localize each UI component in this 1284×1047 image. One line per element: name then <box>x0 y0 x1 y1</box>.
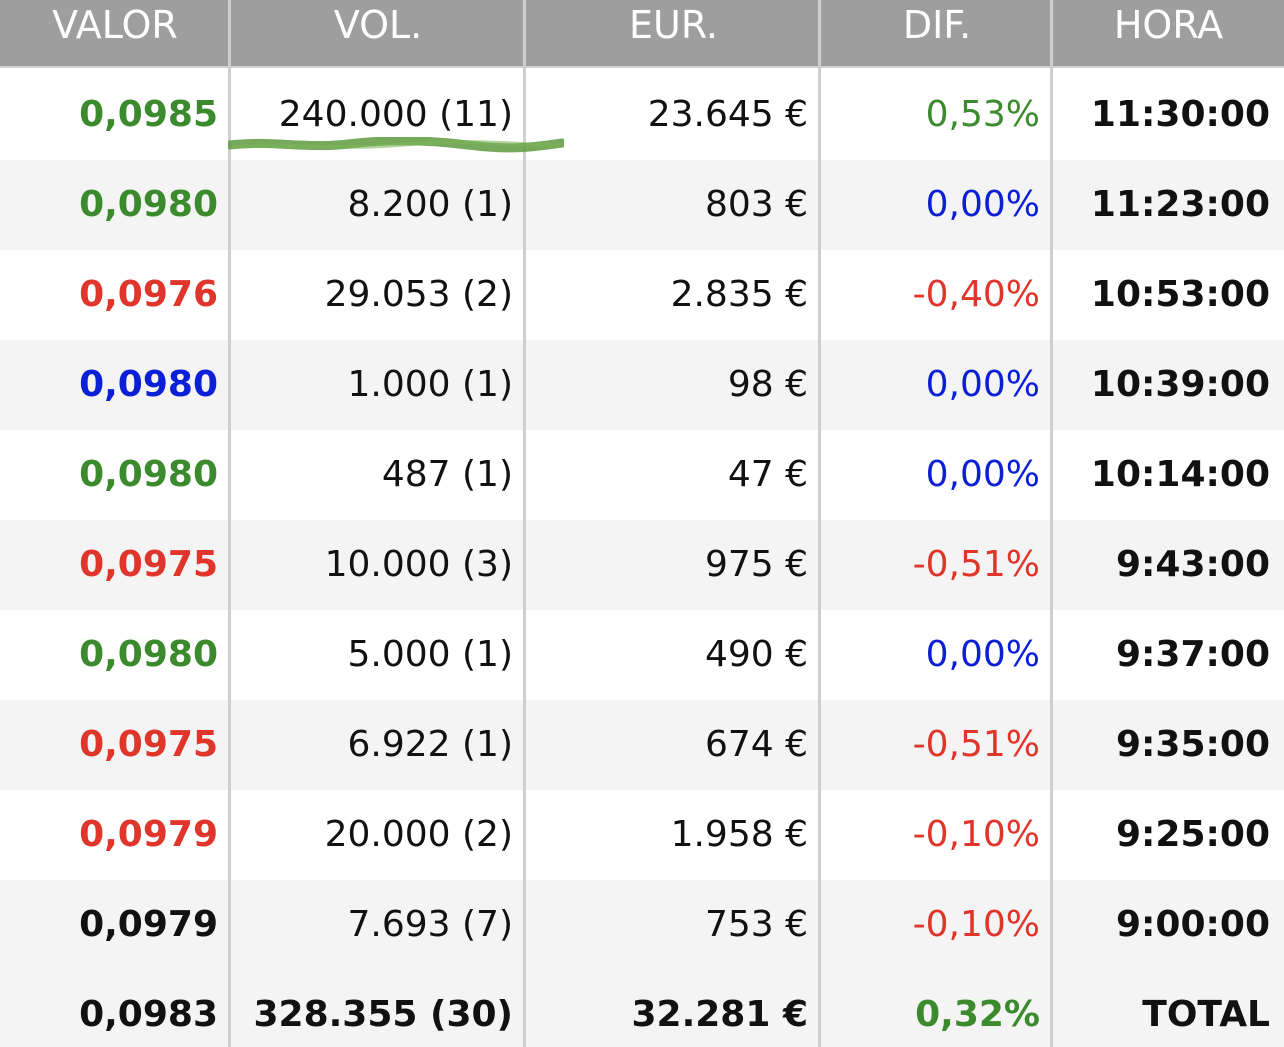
cell-valor: 0,0976 <box>79 274 218 315</box>
cell-hora: 9:00:00 <box>1115 904 1270 945</box>
total-vol: 328.355 (30) <box>253 994 513 1035</box>
cell-valor: 0,0975 <box>79 544 218 585</box>
table-row[interactable]: 0,0980 8.200 (1) 803 € 0,00% 11:23:00 <box>0 160 1284 250</box>
cell-dif: 0,53% <box>925 94 1040 135</box>
cell-hora: 9:37:00 <box>1115 634 1270 675</box>
total-dif: 0,32% <box>915 994 1040 1035</box>
cell-valor: 0,0980 <box>79 184 218 225</box>
green-marker-underline <box>228 137 564 153</box>
cell-eur: 490 € <box>704 634 808 675</box>
cell-vol: 20.000 (2) <box>324 814 513 855</box>
cell-eur: 98 € <box>727 364 808 405</box>
cell-vol: 6.922 (1) <box>347 724 514 765</box>
header-valor[interactable]: VALOR <box>52 3 178 47</box>
table-row[interactable]: 0,0985 240.000 (11) 23.645 € 0,53% 11:30:00 <box>0 70 1284 160</box>
table-row[interactable]: 0,0976 29.053 (2) 2.835 € -0,40% 10:53:00 <box>0 250 1284 340</box>
cell-dif: -0,51% <box>912 724 1040 765</box>
table-row[interactable]: 0,0975 10.000 (3) 975 € -0,51% 9:43:00 <box>0 520 1284 610</box>
cell-hora: 9:25:00 <box>1115 814 1270 855</box>
total-valor: 0,0983 <box>79 994 218 1035</box>
cell-vol: 5.000 (1) <box>347 634 514 675</box>
cell-valor: 0,0975 <box>79 724 218 765</box>
table-row[interactable]: 0,0979 20.000 (2) 1.958 € -0,10% 9:25:00 <box>0 790 1284 880</box>
cell-dif: 0,00% <box>925 364 1040 405</box>
header-eur[interactable]: EUR. <box>629 3 718 47</box>
table-row[interactable]: 0,0980 1.000 (1) 98 € 0,00% 10:39:00 <box>0 340 1284 430</box>
cell-dif: 0,00% <box>925 454 1040 495</box>
table-row[interactable]: 0,0975 6.922 (1) 674 € -0,51% 9:35:00 <box>0 700 1284 790</box>
cell-vol: 487 (1) <box>381 454 513 495</box>
cell-vol: 29.053 (2) <box>324 274 513 315</box>
cell-valor: 0,0979 <box>79 904 218 945</box>
cell-vol: 10.000 (3) <box>324 544 513 585</box>
cell-dif: -0,10% <box>912 904 1040 945</box>
cell-vol: 7.693 (7) <box>347 904 514 945</box>
cell-hora: 9:43:00 <box>1115 544 1270 585</box>
cell-eur: 674 € <box>704 724 808 765</box>
cell-vol: 1.000 (1) <box>347 364 514 405</box>
cell-hora: 11:23:00 <box>1090 184 1270 225</box>
table-row[interactable]: 0,0980 5.000 (1) 490 € 0,00% 9:37:00 <box>0 610 1284 700</box>
table-header: VALOR VOL. EUR. DIF. HORA <box>0 0 1284 68</box>
column-divider <box>523 0 526 1047</box>
cell-valor: 0,0980 <box>79 634 218 675</box>
table-row[interactable]: 0,0980 487 (1) 47 € 0,00% 10:14:00 <box>0 430 1284 520</box>
cell-dif: 0,00% <box>925 634 1040 675</box>
total-hora: TOTAL <box>1142 994 1270 1035</box>
column-divider <box>228 0 231 1047</box>
cell-dif: -0,51% <box>912 544 1040 585</box>
cell-eur: 975 € <box>704 544 808 585</box>
cell-eur: 1.958 € <box>670 814 808 855</box>
header-dif[interactable]: DIF. <box>902 3 972 47</box>
cell-eur: 753 € <box>704 904 808 945</box>
header-hora[interactable]: HORA <box>1113 3 1224 47</box>
cell-hora: 10:14:00 <box>1090 454 1270 495</box>
header-vol[interactable]: VOL. <box>333 3 423 47</box>
cell-eur: 2.835 € <box>670 274 808 315</box>
cell-valor: 0,0980 <box>79 364 218 405</box>
cell-hora: 9:35:00 <box>1115 724 1270 765</box>
column-divider <box>1050 0 1053 1047</box>
cell-valor: 0,0980 <box>79 454 218 495</box>
table-row[interactable]: 0,0979 7.693 (7) 753 € -0,10% 9:00:00 <box>0 880 1284 970</box>
cell-hora: 11:30:00 <box>1090 94 1270 135</box>
cell-dif: -0,10% <box>912 814 1040 855</box>
cell-eur: 23.645 € <box>647 94 808 135</box>
cell-valor: 0,0979 <box>79 814 218 855</box>
cell-hora: 10:53:00 <box>1090 274 1270 315</box>
cell-dif: 0,00% <box>925 184 1040 225</box>
cell-hora: 10:39:00 <box>1090 364 1270 405</box>
column-divider <box>818 0 821 1047</box>
cell-dif: -0,40% <box>912 274 1040 315</box>
total-eur: 32.281 € <box>631 994 808 1035</box>
cell-vol: 8.200 (1) <box>347 184 514 225</box>
total-row: 0,0983 328.355 (30) 32.281 € 0,32% TOTAL <box>0 970 1284 1047</box>
cell-eur: 803 € <box>704 184 808 225</box>
cell-valor: 0,0985 <box>79 94 218 135</box>
cell-eur: 47 € <box>727 454 808 495</box>
cell-vol: 240.000 (11) <box>278 94 513 135</box>
